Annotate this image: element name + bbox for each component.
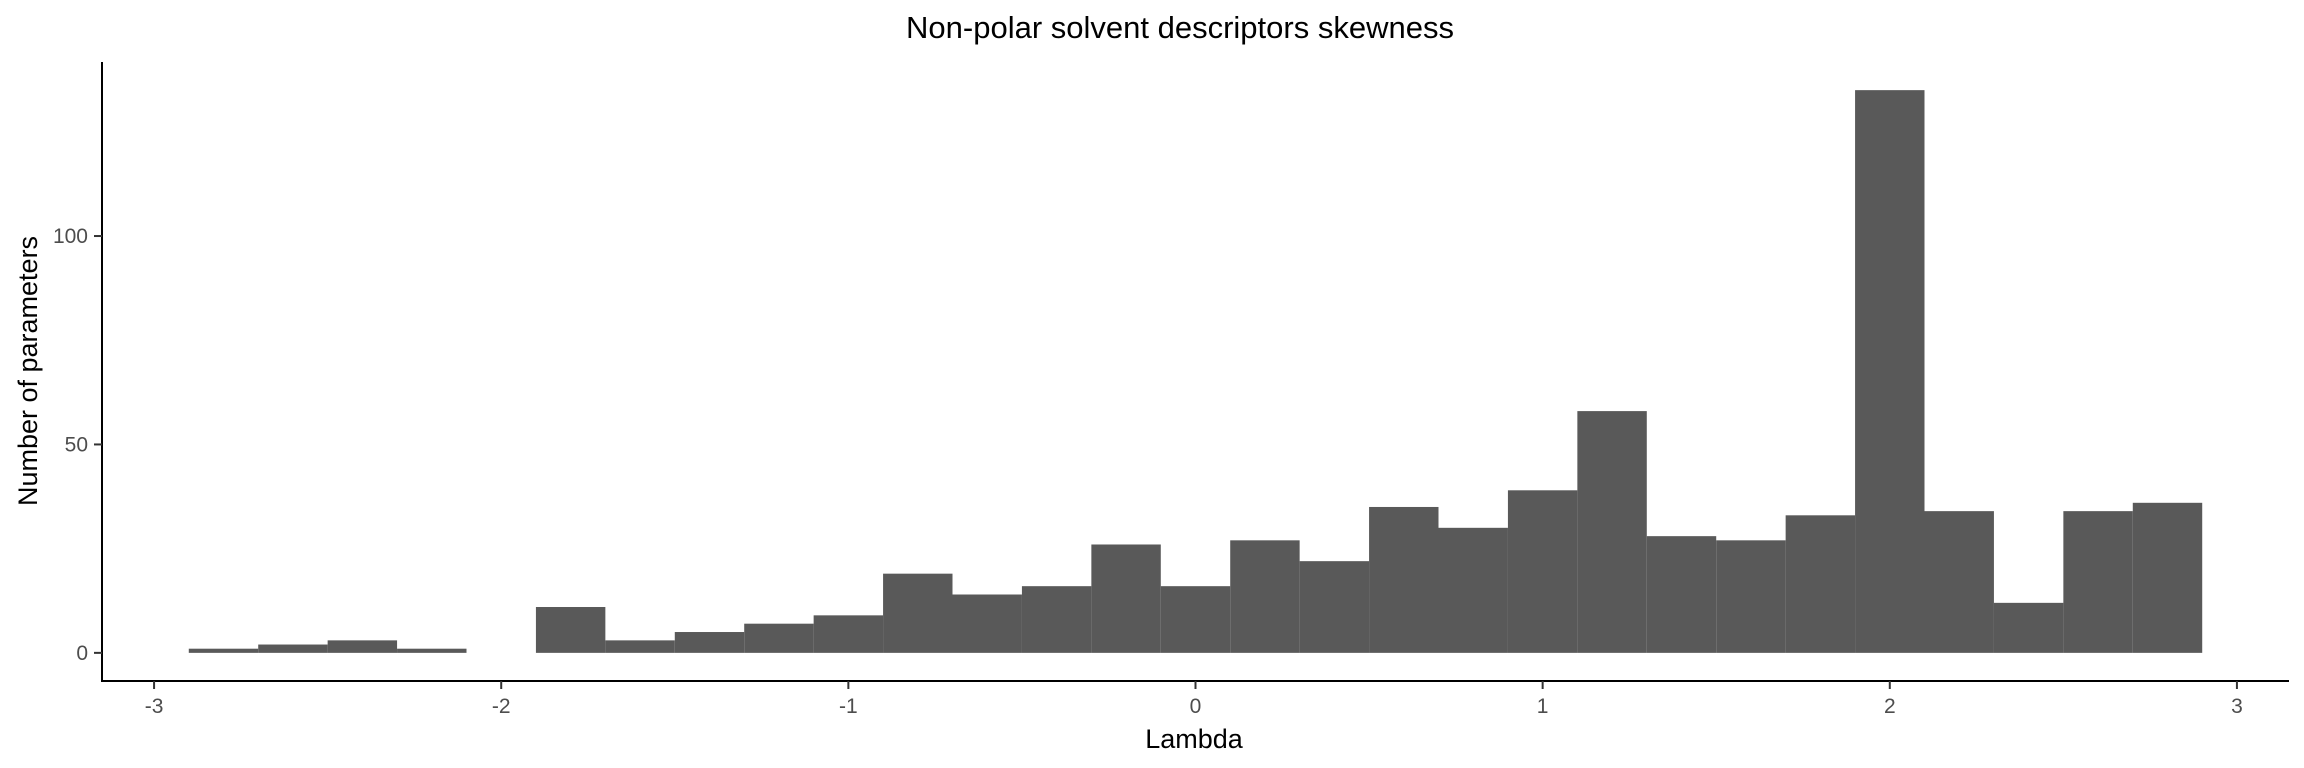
histogram-bar [1091, 544, 1161, 653]
histogram-bar [1577, 411, 1647, 653]
y-tick-label: 0 [76, 642, 88, 665]
histogram-bar [1299, 561, 1370, 653]
y-ticks-group: 0 50 100 [53, 225, 102, 665]
histogram-bar [258, 644, 328, 653]
histogram-bar [1716, 540, 1786, 653]
histogram-bar [1438, 527, 1508, 653]
bars-group [188, 90, 2203, 653]
x-tick-label: -3 [145, 695, 164, 718]
y-tick-label: 50 [65, 433, 88, 456]
x-tick-label: 2 [1884, 695, 1896, 718]
histogram-bar [1507, 490, 1578, 653]
x-tick-label: 3 [2231, 695, 2243, 718]
histogram-bar [1369, 506, 1439, 653]
histogram-bar [1785, 515, 1856, 653]
y-tick-label: 100 [53, 225, 88, 248]
histogram-bar [2132, 502, 2203, 653]
x-tick-label: -1 [839, 695, 858, 718]
histogram-bar [1021, 586, 1092, 653]
histogram-bar [1160, 586, 1231, 653]
x-tick-label: 0 [1190, 695, 1202, 718]
y-axis-label: Number of parameters [13, 236, 43, 506]
histogram-bar [535, 607, 606, 653]
histogram-bar [1230, 540, 1300, 653]
histogram-bar [605, 640, 675, 653]
histogram-bar [1993, 602, 2064, 653]
histogram-bar [674, 632, 745, 653]
histogram-bar [397, 648, 467, 653]
histogram-bar [2063, 511, 2133, 653]
histogram-bar [952, 594, 1022, 653]
histogram-bar [744, 623, 814, 653]
histogram-bar [188, 648, 259, 653]
histogram-bar [883, 573, 953, 653]
histogram-bar [1924, 511, 1994, 653]
x-tick-label: -2 [492, 695, 511, 718]
histogram-bar [1855, 90, 1925, 653]
x-tick-label: 1 [1537, 695, 1549, 718]
histogram-bar [1646, 536, 1717, 653]
x-axis-label: Lambda [1145, 724, 1244, 754]
x-ticks-group: -3 -2 -1 0 1 2 3 [145, 681, 2243, 718]
chart-title: Non-polar solvent descriptors skewness [906, 10, 1454, 45]
histogram-bar [327, 640, 398, 653]
histogram-bar [813, 615, 884, 653]
